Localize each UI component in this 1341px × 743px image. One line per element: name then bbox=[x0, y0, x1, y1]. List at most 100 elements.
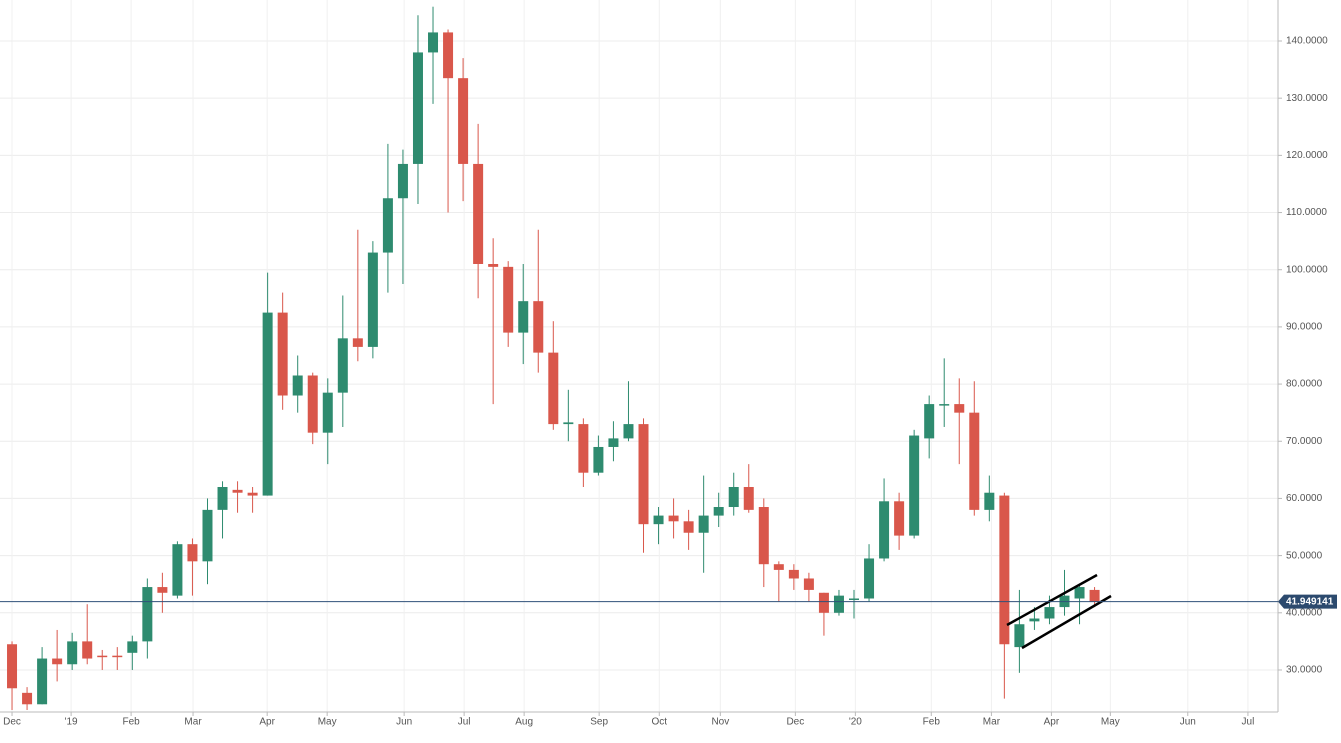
candle bbox=[292, 355, 303, 413]
candle-body bbox=[322, 392, 333, 433]
candle-body bbox=[1074, 587, 1085, 599]
candle bbox=[352, 229, 363, 362]
x-tick-label: Jul bbox=[1242, 717, 1255, 728]
candle bbox=[202, 498, 213, 585]
candle-body bbox=[969, 412, 980, 510]
candle-body bbox=[683, 521, 694, 533]
candle-body bbox=[443, 32, 454, 79]
candle-body bbox=[894, 501, 905, 536]
trend-line bbox=[1006, 573, 1098, 627]
candle-body bbox=[292, 375, 303, 396]
candle bbox=[954, 378, 965, 465]
candle-body bbox=[7, 644, 18, 689]
candle-body bbox=[638, 424, 649, 525]
candle-body bbox=[924, 404, 935, 439]
x-tick-label: Dec bbox=[3, 717, 21, 728]
candle-body bbox=[307, 375, 318, 433]
candle-body bbox=[1029, 618, 1040, 622]
candle-body bbox=[743, 486, 754, 510]
candle-body bbox=[397, 163, 408, 199]
candle bbox=[743, 464, 754, 513]
candle-body bbox=[833, 595, 844, 613]
candle bbox=[187, 538, 198, 596]
x-tick-label: Mar bbox=[184, 717, 202, 728]
candle bbox=[473, 123, 484, 299]
candle bbox=[262, 272, 273, 496]
candle bbox=[563, 389, 574, 442]
candle bbox=[864, 544, 875, 602]
candle-body bbox=[818, 592, 829, 613]
candle-body bbox=[232, 489, 243, 493]
x-tick-label: Sep bbox=[590, 717, 608, 728]
candle bbox=[533, 229, 544, 373]
candle bbox=[969, 381, 980, 516]
candle bbox=[608, 421, 619, 462]
y-tick-label: 110.0000 bbox=[1286, 207, 1327, 218]
candle-body bbox=[337, 338, 348, 393]
candle bbox=[924, 395, 935, 459]
candle-body bbox=[37, 658, 48, 705]
candle bbox=[172, 541, 183, 599]
candle bbox=[97, 649, 108, 670]
candle bbox=[909, 429, 920, 539]
candle-body bbox=[803, 578, 814, 590]
x-tick-label: Mar bbox=[983, 717, 1001, 728]
candle-body bbox=[623, 424, 634, 439]
candle-body bbox=[849, 598, 860, 600]
x-tick-label: '19 bbox=[65, 717, 78, 728]
candle-body bbox=[157, 587, 168, 593]
candle-body bbox=[879, 501, 890, 559]
x-tick-label: Aug bbox=[515, 717, 533, 728]
candle bbox=[67, 632, 78, 670]
candle bbox=[382, 143, 393, 293]
candle bbox=[818, 592, 829, 636]
candle bbox=[428, 6, 439, 104]
candle bbox=[849, 589, 860, 619]
x-tick-label: May bbox=[318, 717, 337, 728]
x-tick-label: Dec bbox=[786, 717, 804, 728]
candle-body bbox=[728, 486, 739, 508]
x-tick-label: Jun bbox=[1180, 717, 1196, 728]
candle bbox=[548, 321, 559, 430]
candle-body bbox=[262, 312, 273, 496]
candle bbox=[277, 292, 288, 410]
x-tick-label: Feb bbox=[923, 717, 941, 728]
candle bbox=[984, 475, 995, 522]
y-tick-label: 90.0000 bbox=[1286, 322, 1323, 333]
candle bbox=[337, 295, 348, 427]
trend-line bbox=[1021, 594, 1112, 650]
candle bbox=[22, 687, 33, 710]
candle bbox=[758, 498, 769, 588]
candle-body bbox=[412, 52, 423, 164]
candle-body bbox=[1044, 607, 1055, 619]
candle bbox=[142, 578, 153, 659]
candle-body bbox=[367, 252, 378, 347]
candle bbox=[232, 481, 243, 513]
x-tick-label: Feb bbox=[122, 717, 140, 728]
y-tick-label: 70.0000 bbox=[1286, 436, 1323, 447]
y-tick-label: 60.0000 bbox=[1286, 493, 1323, 504]
x-tick-label: Jun bbox=[396, 717, 412, 728]
candle-body bbox=[939, 404, 950, 406]
y-tick-label: 30.0000 bbox=[1286, 665, 1323, 676]
candle-body bbox=[773, 564, 784, 570]
candle bbox=[999, 492, 1010, 699]
candle-body bbox=[67, 641, 78, 665]
y-tick-label: 140.0000 bbox=[1286, 36, 1328, 47]
candle bbox=[112, 647, 123, 670]
candle bbox=[397, 149, 408, 285]
candle-body bbox=[864, 558, 875, 599]
candle-body bbox=[653, 515, 664, 525]
candle-body bbox=[608, 438, 619, 447]
candle bbox=[1074, 584, 1085, 625]
candle-body bbox=[758, 507, 769, 565]
last-price-tag bbox=[1278, 594, 1337, 609]
candle-body bbox=[999, 495, 1010, 645]
candle bbox=[593, 435, 604, 476]
candle-body bbox=[548, 352, 559, 425]
candle bbox=[127, 635, 138, 670]
y-tick-label: 100.0000 bbox=[1286, 264, 1328, 275]
candle bbox=[247, 486, 258, 513]
candle bbox=[788, 564, 799, 590]
